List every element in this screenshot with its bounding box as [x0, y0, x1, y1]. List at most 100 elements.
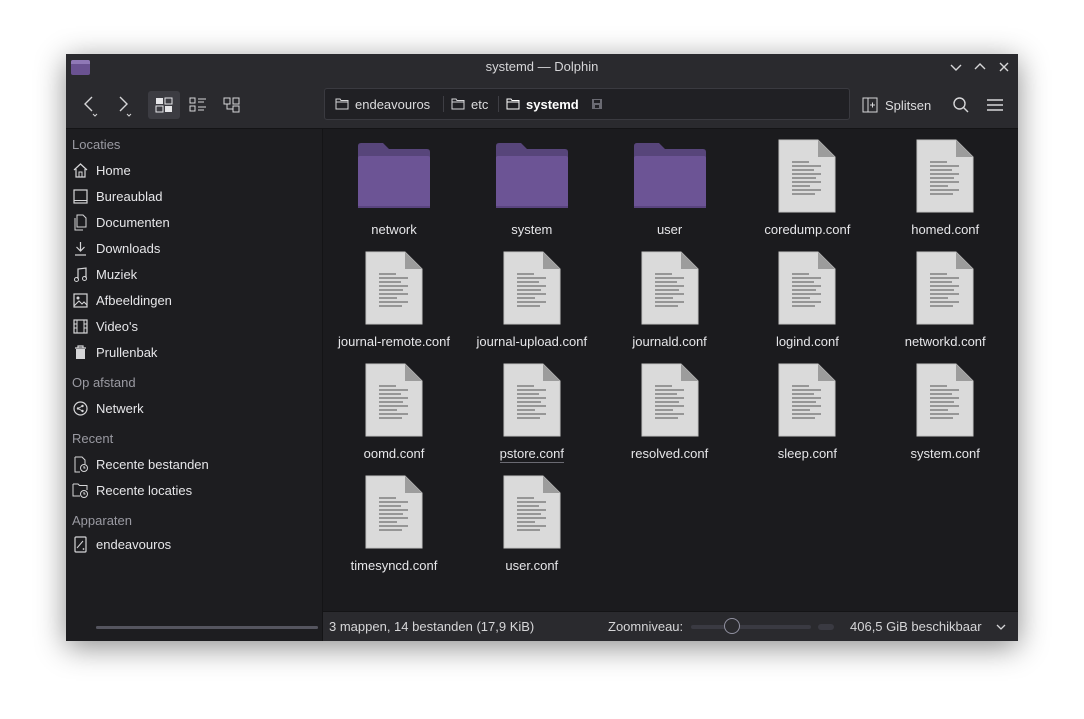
folder-item[interactable]: system: [464, 129, 600, 239]
zoom-slider-track[interactable]: [691, 625, 811, 629]
item-name-text: oomd.conf: [363, 446, 425, 461]
item-name-text: journal-upload.conf: [476, 334, 588, 349]
device-capacity-bar: [96, 626, 318, 629]
places-panel: Locaties Home Bureaublad Documenten Down…: [66, 129, 323, 641]
icons-view-button[interactable]: [148, 91, 180, 119]
item-icon: [326, 363, 462, 437]
file-item[interactable]: coredump.conf: [739, 129, 875, 239]
desktop-icon: [73, 188, 88, 204]
sidebar-item-afbeeldingen[interactable]: Afbeeldingen: [72, 288, 318, 312]
search-button[interactable]: [948, 91, 974, 119]
breadcrumb-separator: [443, 96, 444, 112]
file-item[interactable]: journal-upload.conf: [464, 241, 600, 351]
chevron-down-icon: [950, 64, 962, 71]
item-name-text: journald.conf: [632, 334, 707, 349]
minimize-button[interactable]: [946, 57, 966, 77]
file-item[interactable]: system.conf: [877, 353, 1013, 463]
folder-icon: [633, 143, 706, 208]
item-name: user: [602, 222, 738, 237]
item-icon: [739, 139, 875, 213]
file-item[interactable]: oomd.conf: [326, 353, 462, 463]
item-icon: [326, 251, 462, 325]
sidebar-item-prullenbak[interactable]: Prullenbak: [72, 340, 318, 364]
details-view-button[interactable]: [218, 91, 246, 119]
sidebar-item-endeavouros[interactable]: endeavouros: [72, 532, 318, 556]
zoom-slider-handle[interactable]: [724, 618, 740, 634]
breadcrumb-item-systemd[interactable]: systemd: [506, 89, 603, 119]
maximize-button[interactable]: [970, 57, 990, 77]
back-button[interactable]: [78, 91, 104, 119]
file-item[interactable]: networkd.conf: [877, 241, 1013, 351]
item-icon: [602, 139, 738, 213]
sidebar-item-label: endeavouros: [96, 536, 172, 552]
split-view-button[interactable]: Splitsen: [862, 91, 931, 119]
sidebar-item-muziek[interactable]: Muziek: [72, 262, 318, 286]
sidebar-item-recente-bestanden[interactable]: Recente bestanden: [72, 452, 318, 476]
folder-item[interactable]: network: [326, 129, 462, 239]
sidebar-item-netwerk[interactable]: Netwerk: [72, 396, 318, 420]
music-icon: [74, 266, 87, 282]
folder-item[interactable]: user: [602, 129, 738, 239]
title-bar[interactable]: systemd — Dolphin: [66, 54, 1018, 80]
text-file-icon: [916, 139, 974, 213]
item-icon: [602, 363, 738, 437]
sidebar-item-label: Afbeeldingen: [96, 292, 172, 308]
item-name: journald.conf: [602, 334, 738, 349]
file-item[interactable]: pstore.conf: [464, 353, 600, 463]
breadcrumb-label: systemd: [526, 96, 579, 112]
file-item[interactable]: logind.conf: [739, 241, 875, 351]
close-button[interactable]: [994, 57, 1014, 77]
sidebar-item-documenten[interactable]: Documenten: [72, 210, 318, 234]
item-icon: [739, 251, 875, 325]
breadcrumb-item-etc[interactable]: etc: [451, 89, 488, 119]
forward-arrow-icon: [119, 96, 132, 117]
forward-button[interactable]: [112, 91, 138, 119]
file-view[interactable]: network system user coredump.conf homed.conf…: [323, 129, 1018, 611]
file-item[interactable]: sleep.conf: [739, 353, 875, 463]
item-name: sleep.conf: [739, 446, 875, 461]
compact-view-icon: [189, 97, 206, 112]
section-heading-locaties: Locaties: [72, 137, 121, 152]
file-item[interactable]: resolved.conf: [602, 353, 738, 463]
breadcrumb-label: etc: [471, 96, 489, 112]
dolphin-app-icon[interactable]: [71, 60, 90, 75]
breadcrumb-item-endeavouros[interactable]: endeavouros: [335, 89, 430, 119]
folder-icon: [335, 98, 349, 110]
folder-summary: 3 mappen, 14 bestanden (17,9 KiB): [329, 619, 535, 634]
item-name-text: system.conf: [910, 446, 980, 461]
network-icon: [73, 400, 88, 416]
menu-button[interactable]: [982, 91, 1008, 119]
sidebar-item-recente-locaties[interactable]: Recente locaties: [72, 478, 318, 502]
item-name-text: logind.conf: [775, 334, 839, 349]
file-item[interactable]: timesyncd.conf: [326, 465, 462, 575]
device-capacity-fill: [96, 626, 318, 629]
text-file-icon: [641, 363, 699, 437]
item-name-text: system: [511, 222, 553, 237]
item-icon: [326, 139, 462, 213]
details-view-icon: [223, 97, 240, 113]
file-item[interactable]: user.conf: [464, 465, 600, 575]
sidebar-item-label: Video's: [96, 318, 138, 334]
folder-icon: [495, 143, 568, 208]
sidebar-item-bureaublad[interactable]: Bureaublad: [72, 184, 318, 208]
documents-icon: [74, 214, 87, 230]
sidebar-item-label: Netwerk: [96, 400, 144, 416]
sidebar-item-home[interactable]: Home: [72, 158, 318, 182]
text-file-icon: [503, 251, 561, 325]
file-item[interactable]: homed.conf: [877, 129, 1013, 239]
chevron-down-icon[interactable]: [995, 620, 1007, 634]
item-name-text: coredump.conf: [764, 222, 851, 237]
item-icon: [464, 363, 600, 437]
file-item[interactable]: journald.conf: [602, 241, 738, 351]
location-breadcrumb[interactable]: endeavouros etc systemd: [324, 88, 850, 120]
sidebar-item-downloads[interactable]: Downloads: [72, 236, 318, 260]
sidebar-item-videos[interactable]: Video's: [72, 314, 318, 338]
home-icon: [73, 162, 88, 178]
image-icon: [73, 292, 88, 308]
free-space-label[interactable]: 406,5 GiB beschikbaar: [850, 619, 982, 634]
compact-view-button[interactable]: [184, 91, 212, 119]
zoom-label: Zoomniveau:: [608, 619, 684, 634]
folder-icon: [506, 98, 520, 110]
text-file-icon: [778, 251, 836, 325]
file-item[interactable]: journal-remote.conf: [326, 241, 462, 351]
